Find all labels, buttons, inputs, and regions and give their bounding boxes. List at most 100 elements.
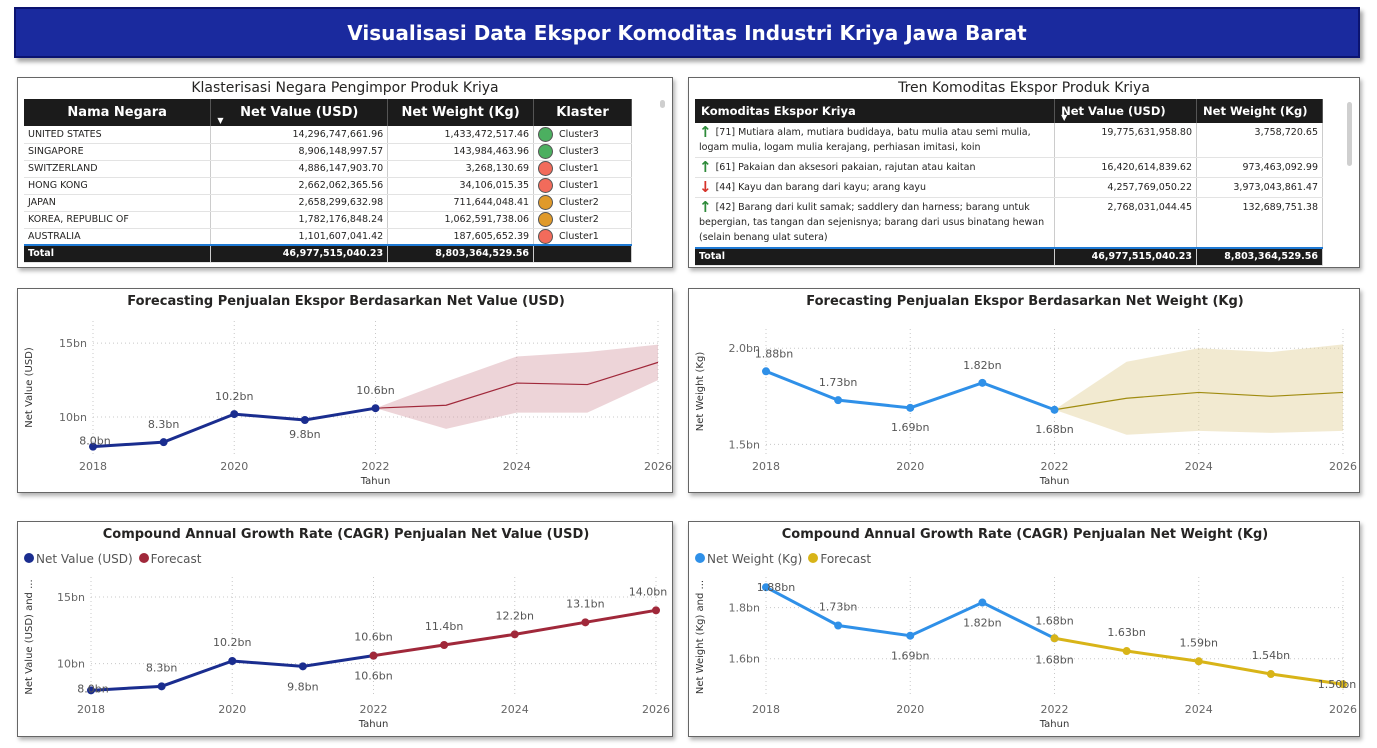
forecast-data-label: 10.6bn (354, 670, 392, 683)
cell-net-weight: 3,973,043,861.47 (1196, 177, 1323, 198)
x-tick-label: 2018 (79, 460, 107, 473)
cluster-table: Nama Negara ▼ Net Value (USD) Net Weight … (24, 99, 632, 263)
y-axis-title: Net Value (USD) (24, 347, 35, 428)
y-tick-label: 1.8bn (729, 602, 760, 615)
x-tick-label: 2024 (503, 460, 531, 473)
table-row[interactable]: ↑ [61] Pakaian dan aksesori pakaian, raju… (695, 157, 1323, 178)
data-point (1050, 405, 1059, 414)
data-label: 10.2bn (215, 390, 253, 403)
cell-net-value: 2,658,299,632.98 (210, 194, 389, 212)
trend-table-scrollbar[interactable] (1347, 102, 1352, 166)
cell-net-weight: 711,644,048.41 (387, 194, 535, 212)
trend-up-arrow-icon: ↑ (699, 198, 712, 216)
forecast-confidence-band (375, 344, 658, 429)
cluster-label: Cluster2 (559, 214, 599, 225)
cell-country: HONG KONG (24, 177, 212, 195)
data-label: 9.8bn (287, 680, 318, 693)
data-label: 8.3bn (148, 418, 179, 431)
table-row[interactable]: AUSTRALIA 1,101,607,041.42 187,605,652.39 C… (24, 228, 632, 246)
sort-desc-icon[interactable]: ▼ (1061, 113, 1068, 122)
table-row[interactable]: ↑ [71] Mutiara alam, mutiara budidaya, ba… (695, 123, 1323, 158)
cell-country: KOREA, REPUBLIC OF (24, 211, 212, 229)
table-row[interactable]: ↓ [44] Kayu dan barang dari kayu; arang k… (695, 177, 1323, 198)
data-point (157, 682, 166, 691)
data-point (906, 631, 915, 640)
forecast-data-label: 14.0bn (629, 585, 667, 598)
forecast-data-label: 1.68bn (1035, 653, 1073, 666)
total-net-weight: 8,803,364,529.56 (387, 244, 535, 263)
y-tick-label: 2.0bn (729, 342, 760, 355)
cluster-label: Cluster1 (559, 180, 599, 191)
table-total-row: Total 46,977,515,040.23 8,803,364,529.56 (24, 244, 632, 263)
cell-commodity: ↑ [71] Mutiara alam, mutiara budidaya, ba… (695, 123, 1056, 158)
data-point (89, 442, 97, 451)
column-header-country[interactable]: Nama Negara (24, 99, 212, 126)
total-net-weight: 8,803,364,529.56 (1196, 247, 1323, 266)
dashboard-title: Visualisasi Data Ekspor Komoditas Indust… (347, 20, 1027, 45)
data-label: 1.68bn (1035, 423, 1073, 436)
forecast-data-label: 13.1bn (566, 597, 604, 610)
forecast-point (581, 618, 590, 627)
trend-table-title: Tren Komoditas Ekspor Produk Kriya (898, 80, 1150, 96)
cell-net-value: 8,906,148,997.57 (210, 143, 389, 161)
column-header-net-weight[interactable]: Net Weight (Kg) (1196, 99, 1323, 123)
cell-net-value: 1,101,607,041.42 (210, 228, 389, 246)
data-point (228, 657, 237, 665)
table-row[interactable]: SWITZERLAND 4,886,147,903.70 3,268,130.69 C… (24, 160, 632, 178)
cell-net-weight: 973,463,092.99 (1196, 157, 1323, 178)
data-label: 1.69bn (891, 650, 929, 663)
cagr-net-weight-panel: Net Weight (Kg) Forecast Compound Annual… (688, 521, 1360, 737)
table-row[interactable]: JAPAN 2,658,299,632.98 711,644,048.41 Clust… (24, 194, 632, 212)
cluster-dot-icon (538, 178, 554, 193)
chart-title: Compound Annual Growth Rate (CAGR) Penju… (103, 527, 590, 542)
cell-net-value: 4,886,147,903.70 (210, 160, 389, 178)
cell-cluster: Cluster2 (533, 211, 632, 229)
table-row[interactable]: KOREA, REPUBLIC OF 1,782,176,848.24 1,062,… (24, 211, 632, 229)
table-row[interactable]: HONG KONG 2,662,062,365.56 34,106,015.35 Cl… (24, 177, 632, 195)
column-header-net-value[interactable]: ▼ Net Value (USD) (210, 99, 389, 126)
cell-country: JAPAN (24, 194, 212, 212)
sort-desc-icon[interactable]: ▼ (217, 116, 224, 125)
column-header-commodity[interactable]: Komoditas Ekspor Kriya (695, 99, 1056, 123)
commodity-name: [61] Pakaian dan aksesori pakaian, rajut… (715, 162, 976, 173)
cell-country: AUSTRALIA (24, 228, 212, 246)
forecast-net-value-panel: Forecasting Penjualan Ekspor Berdasarkan… (17, 288, 673, 493)
trend-up-arrow-icon: ↑ (699, 158, 712, 176)
legend-label-net-value: Net Value (USD) (36, 552, 133, 566)
x-tick-label: 2020 (218, 703, 246, 716)
table-row[interactable]: ↑ [42] Barang dari kulit samak; saddlery … (695, 197, 1323, 249)
commodity-name: [71] Mutiara alam, mutiara budidaya, bat… (699, 127, 1031, 153)
y-tick-label: 15bn (57, 591, 85, 604)
cluster-dot-icon (538, 161, 554, 176)
actual-line (765, 585, 1056, 640)
cagr-net-value-legend[interactable]: Net Value (USD) Forecast (24, 552, 201, 566)
cluster-dot-icon (538, 228, 554, 244)
x-tick-label: 2024 (501, 703, 529, 716)
cell-cluster: Cluster3 (533, 143, 632, 161)
column-header-net-weight[interactable]: Net Weight (Kg) (387, 99, 535, 126)
cluster-table-scrollbar[interactable] (660, 100, 665, 108)
cell-commodity: ↑ [61] Pakaian dan aksesori pakaian, raju… (695, 157, 1056, 178)
total-net-value: 46,977,515,040.23 (1054, 247, 1198, 266)
forecast-confidence-band (1054, 344, 1343, 435)
data-label: 8.0bn (79, 435, 110, 448)
cagr-net-weight-legend[interactable]: Net Weight (Kg) Forecast (695, 552, 871, 566)
table-row[interactable]: UNITED STATES 14,296,747,661.96 1,433,472,… (24, 126, 632, 144)
commodity-name: [44] Kayu dan barang dari kayu; arang ka… (715, 182, 927, 193)
legend-label-net-weight: Net Weight (Kg) (707, 552, 803, 566)
column-header-cluster[interactable]: Klaster (533, 99, 632, 126)
column-header-net-value[interactable]: ▼ Net Value (USD) (1054, 99, 1198, 123)
forecast-point (652, 606, 660, 615)
legend-label-forecast: Forecast (820, 552, 872, 566)
legend-marker-forecast (808, 553, 819, 563)
cagr-net-value-panel: Net Value (USD) Forecast Compound Annual… (17, 521, 673, 737)
cell-net-weight: 132,689,751.38 (1196, 197, 1323, 249)
data-label: 1.68bn (1035, 614, 1073, 627)
y-tick-label: 10bn (59, 411, 87, 424)
data-label: 1.69bn (891, 421, 929, 434)
cluster-table-title: Klasterisasi Negara Pengimpor Produk Kri… (191, 80, 499, 96)
table-row[interactable]: SINGAPORE 8,906,148,997.57 143,984,463.96 C… (24, 143, 632, 161)
data-label: 8.0bn (77, 682, 108, 695)
cell-net-weight: 187,605,652.39 (387, 228, 535, 246)
data-label: 1.82bn (963, 617, 1001, 630)
